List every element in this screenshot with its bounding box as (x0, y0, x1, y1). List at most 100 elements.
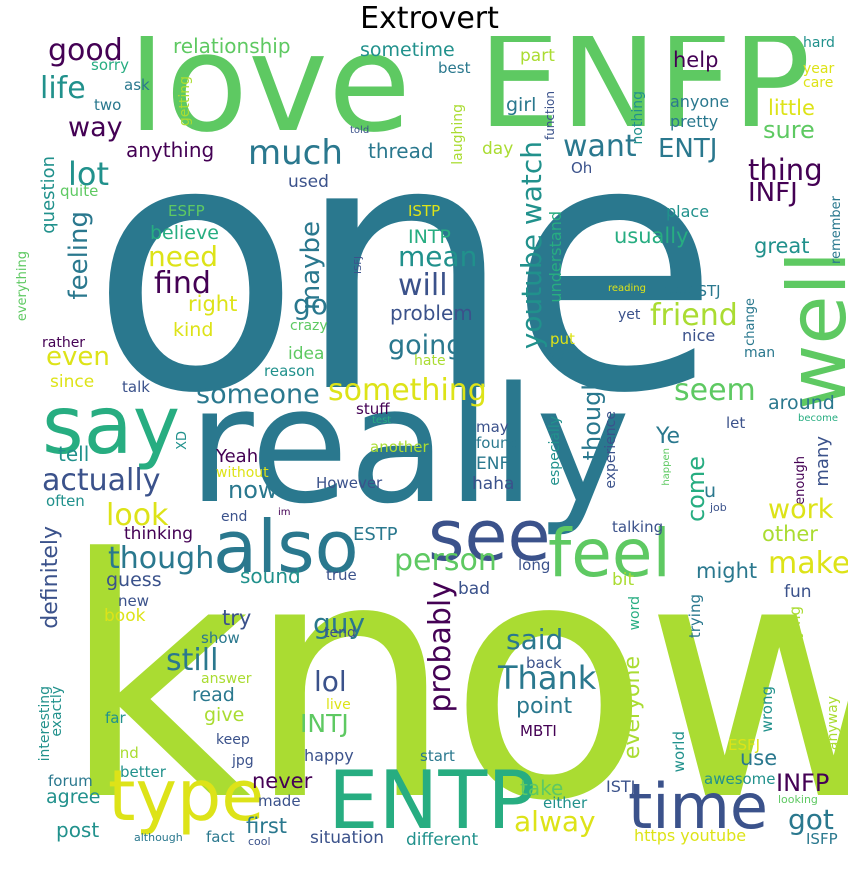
word-really: really (188, 352, 631, 539)
word-love: love (128, 36, 412, 162)
word-hate: hate (414, 353, 446, 369)
word-new: new (118, 592, 150, 610)
word-alway: alway (514, 805, 596, 838)
word-anything: anything (126, 138, 215, 162)
word-place: place (666, 202, 710, 221)
word-sound: sound (240, 564, 301, 588)
word-help: help (673, 48, 719, 72)
word-show: show (201, 629, 240, 647)
word-now: now (228, 476, 278, 504)
word-put: put (550, 330, 575, 348)
word-saying: saying (786, 606, 804, 656)
word-might: might (696, 559, 758, 583)
word-estj: ESTJ (688, 282, 721, 300)
word-enfp: ENFP (478, 36, 811, 157)
word-experience: experience (603, 411, 619, 489)
word-https-youtube: https youtube (634, 826, 747, 845)
word-care: care (803, 75, 834, 91)
word-way: way (68, 112, 123, 143)
word-exactly: exactly (49, 686, 65, 737)
word-definitely: definitely (38, 526, 63, 629)
word-problem: problem (390, 301, 473, 325)
word-thing: thing (748, 153, 823, 187)
word-word: word (627, 596, 643, 631)
word-part: part (520, 46, 555, 66)
word-start: start (420, 747, 455, 765)
word-mind: mind (101, 744, 139, 762)
word-thank: Thank (498, 659, 597, 697)
word-much: much (248, 133, 343, 173)
word-well: well (771, 251, 848, 411)
word-feeling: feeling (64, 211, 94, 300)
word-guy: guy (313, 607, 366, 640)
word-ye: Ye (656, 424, 681, 449)
word-bit: bit (612, 570, 635, 590)
word-take: take (520, 776, 564, 800)
word-man: man (744, 345, 776, 361)
word-happen: happen (661, 448, 672, 486)
word-live: live (326, 697, 351, 713)
word-try: try (222, 606, 252, 630)
word-let: let (726, 414, 746, 432)
word-other: other (762, 522, 818, 546)
word-year: year (803, 61, 835, 77)
word-will: will (398, 268, 448, 303)
word-person: person (394, 543, 497, 578)
word-type: type (108, 755, 265, 837)
word-something: something (328, 373, 487, 408)
word-need: need (148, 240, 218, 273)
word-see: see (428, 495, 551, 577)
word-without: without (216, 465, 269, 481)
word-stuff: stuff (356, 400, 390, 418)
word-entj: ENTJ (658, 134, 718, 164)
word-pretty: pretty (670, 112, 719, 131)
word-post: post (56, 818, 100, 842)
word-estp: ESTP (353, 524, 398, 545)
word-keep: keep (216, 732, 250, 748)
word-situation: situation (310, 828, 385, 848)
word-since: since (50, 372, 95, 392)
word-kind: kind (173, 319, 214, 341)
word-right: right (188, 292, 238, 316)
word-jpg: jpg (232, 753, 254, 769)
word-istj: ISTJ (606, 777, 636, 796)
word-lol: lol (314, 665, 347, 698)
word-yeah: Yeah (216, 446, 259, 467)
word-life: life (40, 71, 86, 106)
word-tend: tend (324, 625, 356, 641)
word-many: many (812, 436, 833, 487)
word-thinking: thinking (124, 524, 194, 544)
word-infp: INFP (776, 769, 830, 797)
word-fun: fun (784, 582, 812, 602)
word-reason: reason (264, 362, 315, 380)
word-im: im (278, 507, 291, 518)
word-especially: especially (547, 416, 563, 486)
word-say: say (42, 379, 181, 472)
word-istp: ISTP (408, 202, 441, 220)
word-question: question (38, 156, 59, 234)
word-going: going (388, 330, 464, 361)
word-used: used (288, 172, 329, 192)
word-awesome: awesome (704, 770, 776, 788)
word-relationship: relationship (173, 36, 291, 58)
word-also: also (213, 505, 359, 589)
word-esfp: ESFP (168, 202, 205, 220)
word-different: different (406, 830, 479, 850)
word-sure: sure (763, 116, 815, 144)
word-however: However (316, 474, 383, 492)
word-hard: hard (803, 36, 835, 51)
word-mbti: MBTI (520, 722, 557, 740)
word-looking: looking (778, 793, 818, 806)
word-first: first (246, 814, 288, 838)
word-thought: thought (578, 366, 606, 461)
word-believe: believe (150, 222, 219, 244)
word-time: time (628, 770, 769, 843)
word-everyone: everyone (620, 656, 645, 760)
word-back: back (526, 654, 562, 672)
word-change: change (743, 298, 758, 346)
word-made: made (258, 792, 301, 810)
word-talk: talk (122, 378, 150, 396)
word-test: test (372, 415, 392, 426)
word-crazy: crazy (290, 318, 328, 334)
word-lot: lot (68, 155, 110, 193)
